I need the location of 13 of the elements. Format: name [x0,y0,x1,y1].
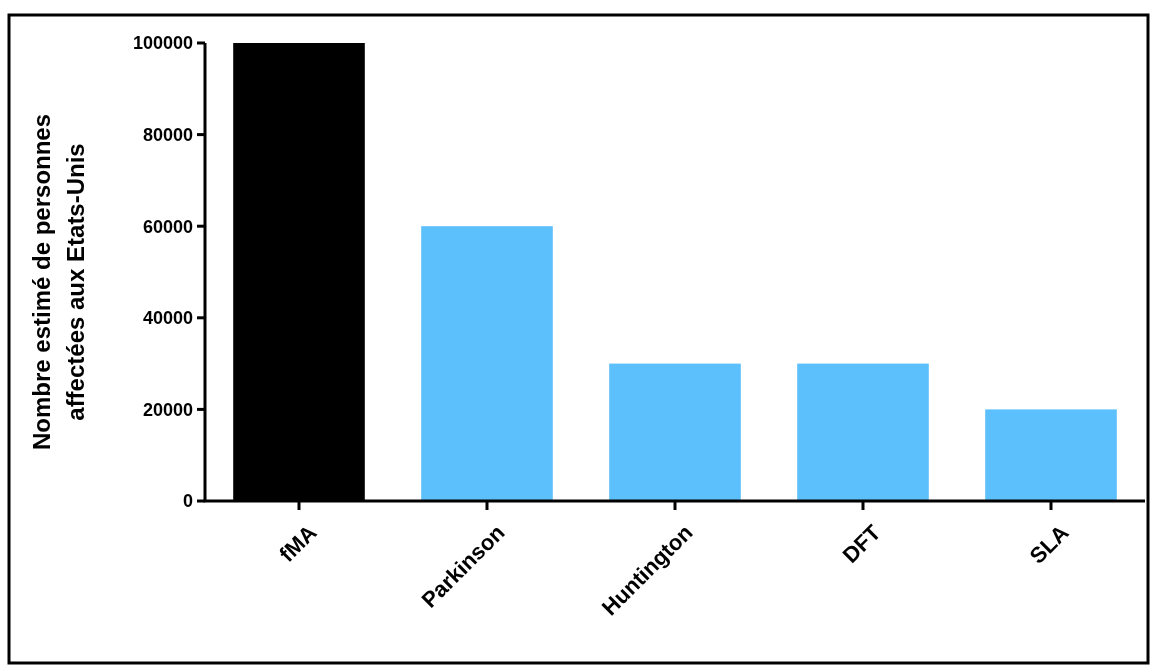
bar [421,226,553,501]
bar [797,363,929,501]
bar [985,409,1117,501]
x-tick-label: fMA [274,519,322,567]
y-tick-label: 60000 [142,216,193,237]
y-axis-title: Nombre estimé de personnes affectées aux Etats-Unis [28,113,89,451]
x-tick-label: SLA [1024,519,1074,569]
y-tick-label: 0 [182,491,193,512]
bar [609,363,741,501]
y-tick-label: 100000 [132,33,193,54]
y-tick-label: 20000 [142,399,193,420]
y-tick-label: 80000 [142,124,193,145]
y-tick-label: 40000 [142,308,193,329]
